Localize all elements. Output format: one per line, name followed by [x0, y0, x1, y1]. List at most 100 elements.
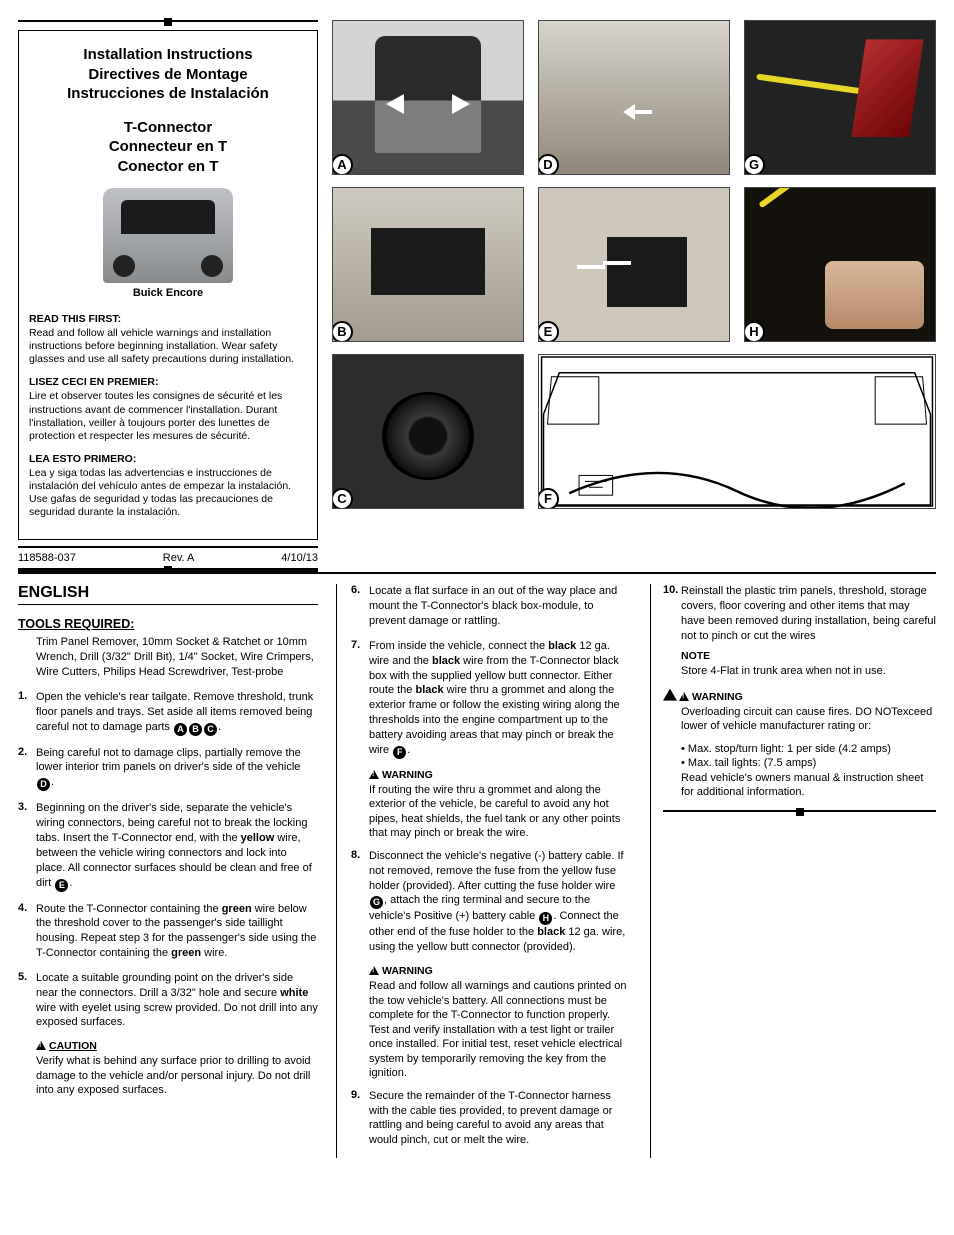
step-text: Being careful not to damage clips, parti…	[36, 746, 318, 792]
steps-list: 1.Open the vehicle's rear tailgate. Remo…	[18, 690, 318, 1030]
figure-label: A	[332, 154, 353, 175]
warn10a: Overloading circuit can cause fires. DO …	[681, 705, 936, 734]
doc-number: 118588-037	[18, 552, 76, 564]
instructions-lower: ENGLISH TOOLS REQUIRED: Trim Panel Remov…	[18, 572, 936, 1158]
steps-list-right: 10.Reinstall the plastic trim panels, th…	[663, 584, 936, 678]
step-10: 10.Reinstall the plastic trim panels, th…	[663, 584, 936, 678]
step-num: 9.	[351, 1089, 369, 1148]
warn10d: Read vehicle's owners manual & instructi…	[681, 771, 936, 800]
read-en-h: READ THIS FIRST:	[29, 313, 307, 325]
warning-icon	[36, 1041, 46, 1050]
ref-b-icon: B	[189, 723, 202, 736]
step-2: 2.Being careful not to damage clips, par…	[18, 746, 318, 792]
figure-a: A	[332, 20, 524, 175]
read-en: Read and follow all vehicle warnings and…	[29, 327, 307, 366]
figure-c: C	[332, 354, 524, 509]
product-es: Conector en T	[29, 157, 307, 177]
caution-heading: CAUTION	[36, 1040, 318, 1052]
step-text: Route the T-Connector containing the gre…	[36, 902, 318, 961]
warn10c: • Max. tail lights: (7.5 amps)	[681, 756, 936, 771]
read-es-h: LEA ESTO PRIMERO:	[29, 453, 307, 465]
figure-label: G	[744, 154, 765, 175]
warning-icon	[679, 692, 689, 701]
step-text: Secure the remainder of the T-Connector …	[369, 1089, 632, 1148]
title-fr: Directives de Montage	[29, 65, 307, 85]
step-num: 2.	[18, 746, 36, 792]
step-1: 1.Open the vehicle's rear tailgate. Remo…	[18, 690, 318, 736]
step-text: From inside the vehicle, connect the bla…	[369, 639, 632, 759]
product-fr: Connecteur en T	[29, 137, 307, 157]
read-fr-h: LISEZ CECI EN PREMIER:	[29, 376, 307, 388]
figure-label: C	[332, 488, 353, 509]
figure-grid-area: A D G B E H C F	[332, 20, 936, 572]
step-4: 4.Route the T-Connector containing the g…	[18, 902, 318, 961]
vehicle-image	[103, 188, 233, 283]
doc-rev: Rev. A	[163, 552, 195, 564]
col-2: 6.Locate a flat surface in an out of the…	[336, 584, 632, 1158]
title-box: Installation Instructions Directives de …	[18, 30, 318, 540]
read-first-block: READ THIS FIRST: Read and follow all veh…	[29, 313, 307, 519]
vehicle-label: Buick Encore	[29, 287, 307, 299]
figure-label: H	[744, 321, 765, 342]
step-7: 7.From inside the vehicle, connect the b…	[351, 639, 632, 759]
left-column: Installation Instructions Directives de …	[18, 20, 318, 572]
arrow-left-icon	[386, 94, 404, 114]
step-8: 8.Disconnect the vehicle's negative (-) …	[351, 849, 632, 955]
col-1: ENGLISH TOOLS REQUIRED: Trim Panel Remov…	[18, 584, 318, 1158]
warning-heading-10: WARNING	[663, 689, 936, 703]
ref-c-icon: C	[204, 723, 217, 736]
diagram-f-svg	[539, 355, 935, 508]
step-text: Disconnect the vehicle's negative (-) ba…	[369, 849, 632, 955]
step-num: 1.	[18, 690, 36, 736]
step-num: 8.	[351, 849, 369, 955]
step-6: 6.Locate a flat surface in an out of the…	[351, 584, 632, 629]
step-num: 10.	[663, 584, 681, 678]
doc-date: 4/10/13	[281, 552, 318, 564]
step-num: 4.	[18, 902, 36, 961]
ref-d-icon: D	[37, 778, 50, 791]
step-3: 3.Beginning on the driver's side, separa…	[18, 801, 318, 891]
figure-label: B	[332, 321, 353, 342]
tools-heading: TOOLS REQUIRED:	[18, 617, 318, 631]
figure-label: F	[538, 488, 559, 509]
page-upper: Installation Instructions Directives de …	[18, 20, 936, 572]
title-es: Instrucciones de Instalación	[29, 84, 307, 104]
ref-g-icon: G	[370, 896, 383, 909]
warn10b: • Max. stop/turn light: 1 per side (4.2 …	[681, 742, 936, 757]
col-3: 10.Reinstall the plastic trim panels, th…	[650, 584, 936, 1158]
ref-e-icon: E	[55, 879, 68, 892]
steps-list-mid2: 8.Disconnect the vehicle's negative (-) …	[351, 849, 632, 955]
step-9: 9.Secure the remainder of the T-Connecto…	[351, 1089, 632, 1148]
language-heading: ENGLISH	[18, 584, 318, 605]
read-fr: Lire et observer toutes les consignes de…	[29, 390, 307, 443]
warning-icon	[369, 770, 379, 779]
warning-body-8: Read and follow all warnings and caution…	[369, 979, 632, 1081]
figure-g: G	[744, 20, 936, 175]
figure-b: B	[332, 187, 524, 342]
image-grid: A D G B E H C F	[332, 20, 936, 509]
step-text: Reinstall the plastic trim panels, thres…	[681, 584, 936, 643]
figure-h: H	[744, 187, 936, 342]
title-en: Installation Instructions	[29, 45, 307, 65]
step-text: Beginning on the driver's side, separate…	[36, 801, 318, 891]
read-es: Lea y siga todas las advertencias e inst…	[29, 467, 307, 520]
nohand-icon	[663, 689, 677, 701]
step-text: Locate a suitable grounding point on the…	[36, 971, 318, 1030]
step-num: 3.	[18, 801, 36, 891]
step-5: 5.Locate a suitable grounding point on t…	[18, 971, 318, 1030]
warning-heading: WARNING	[369, 769, 632, 781]
title-main: Installation Instructions Directives de …	[29, 45, 307, 104]
figure-e: E	[538, 187, 730, 342]
step-text: Locate a flat surface in an out of the w…	[369, 584, 632, 629]
caution-body: Verify what is behind any surface prior …	[36, 1054, 318, 1098]
figure-d: D	[538, 20, 730, 175]
note-heading: NOTE	[681, 650, 936, 662]
step-num: 6.	[351, 584, 369, 629]
steps-list-mid: 6.Locate a flat surface in an out of the…	[351, 584, 632, 758]
step-text: Open the vehicle's rear tailgate. Remove…	[36, 690, 318, 736]
warning-body-7: If routing the wire thru a grommet and a…	[369, 783, 632, 841]
figure-label: E	[538, 321, 559, 342]
arrow-right-icon	[452, 94, 470, 114]
ref-h-icon: H	[539, 912, 552, 925]
ref-f-icon: F	[393, 746, 406, 759]
